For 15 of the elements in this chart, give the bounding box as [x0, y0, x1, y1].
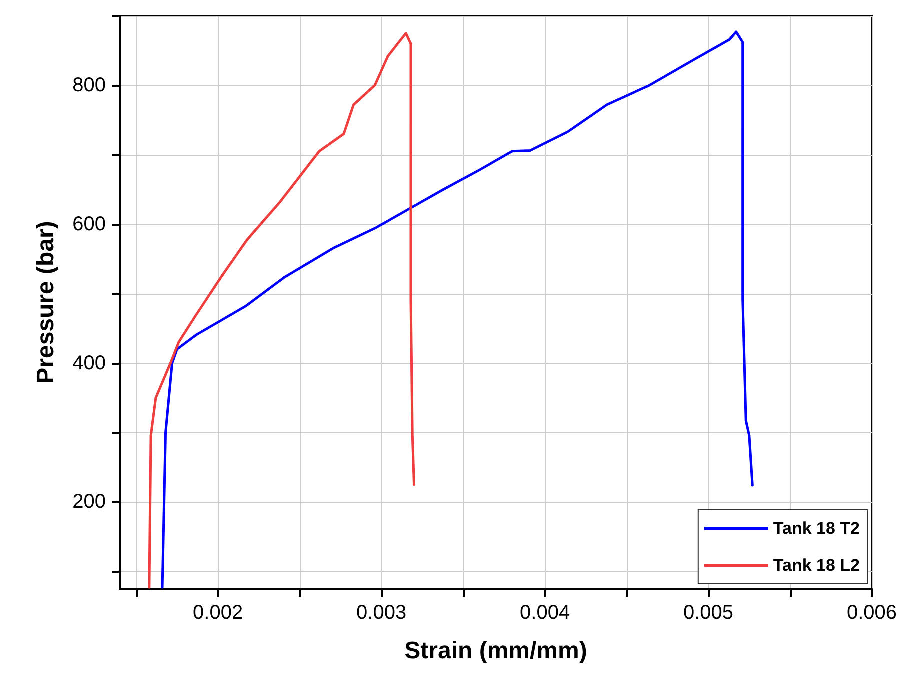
x-tick-label: 0.003 [356, 602, 407, 624]
x-axis-title: Strain (mm/mm) [404, 638, 588, 664]
line-series [148, 32, 416, 589]
y-tick-label: 600 [72, 213, 106, 236]
x-tick-label: 0.002 [193, 602, 244, 624]
line-series [161, 30, 754, 589]
x-tick-label: 0.005 [683, 602, 734, 624]
y-axis-title: Pressure (bar) [32, 221, 60, 384]
y-tick-label: 200 [72, 491, 106, 514]
x-tick-label: 0.006 [846, 602, 898, 624]
x-tick-label: 0.004 [520, 602, 570, 624]
y-tick-label: 800 [72, 74, 106, 96]
y-tick-label: 400 [72, 352, 106, 374]
legend-label: Tank 18 L2 [773, 556, 860, 575]
legend-label: Tank 18 T2 [773, 519, 860, 538]
